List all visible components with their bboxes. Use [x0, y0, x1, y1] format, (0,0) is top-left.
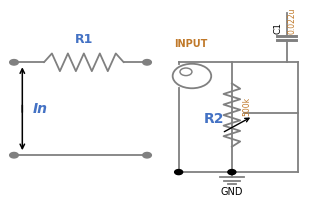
Circle shape [143, 152, 151, 158]
Circle shape [10, 152, 18, 158]
Text: C1: C1 [274, 22, 283, 34]
Circle shape [10, 60, 18, 65]
Text: R2: R2 [204, 112, 224, 126]
Text: 0.022u: 0.022u [287, 7, 296, 34]
Text: 500k: 500k [243, 97, 252, 116]
Circle shape [228, 170, 236, 175]
Text: GND: GND [221, 187, 243, 197]
Text: R1: R1 [75, 33, 93, 46]
Circle shape [143, 60, 151, 65]
Text: INPUT: INPUT [174, 39, 208, 49]
Circle shape [175, 170, 183, 175]
Text: In: In [32, 102, 47, 116]
